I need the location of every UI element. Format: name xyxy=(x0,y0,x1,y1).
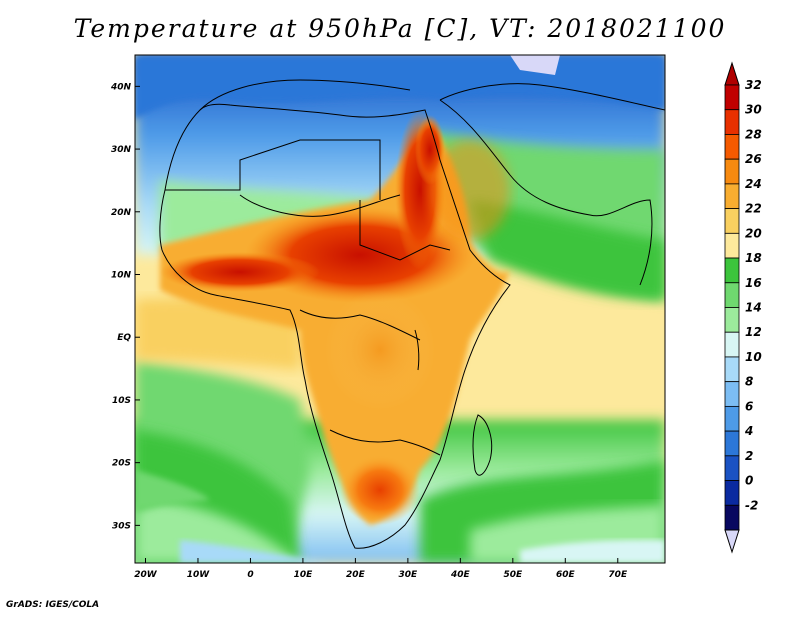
colorbar-label: 22 xyxy=(745,202,762,216)
coastlines xyxy=(159,79,665,549)
colorbar-swatch xyxy=(724,356,740,383)
colorbar-label: 6 xyxy=(745,399,753,413)
colorbar-swatch xyxy=(724,232,740,259)
plot-frame xyxy=(134,54,666,564)
colorbar-swatch xyxy=(724,331,740,358)
colorbar-label: 18 xyxy=(745,251,762,265)
colorbar-label: -2 xyxy=(745,498,758,512)
lon-tick-label: 10E xyxy=(294,570,314,580)
colorbar-swatch xyxy=(724,257,740,284)
lon-tick-label: 30E xyxy=(399,570,419,580)
colorbar-swatch xyxy=(724,183,740,210)
colorbar-label: 32 xyxy=(745,78,762,92)
colorbar-swatch xyxy=(724,109,740,135)
lat-tick-label: 10S xyxy=(112,396,131,406)
colorbar-label: 0 xyxy=(745,474,753,488)
colorbar-swatch xyxy=(724,208,740,234)
lon-tick-label: 20W xyxy=(134,570,158,580)
map-title: Temperature at 950hPa [C], VT: 201802110… xyxy=(73,14,727,43)
colorbar-top-arrow xyxy=(724,61,740,86)
colorbar-swatch xyxy=(724,84,740,111)
longitude-axis: 20W 10W 0 10E 20E 30E 40E 50E 60E 70E xyxy=(134,558,628,580)
colorbar-swatch xyxy=(724,282,740,308)
temperature-field xyxy=(135,55,665,563)
colorbar-bottom-arrow xyxy=(724,529,740,554)
colorbar-label: 20 xyxy=(745,226,762,240)
lat-tick-label: 30S xyxy=(112,521,131,531)
lon-tick-label: 50E xyxy=(503,570,523,580)
colorbar-swatch xyxy=(724,504,740,531)
colorbar-label: 12 xyxy=(745,325,762,339)
colorbar-swatch xyxy=(724,430,740,457)
lon-tick-label: 60E xyxy=(556,570,576,580)
colorbar-swatch xyxy=(724,158,740,185)
colorbar-label: 16 xyxy=(745,276,762,290)
lat-tick-label: 30N xyxy=(111,145,132,155)
lon-tick-label: 20E xyxy=(346,570,366,580)
colorbar-swatch xyxy=(724,455,740,481)
colorbar-label: 28 xyxy=(745,127,762,141)
colorbar-label: 10 xyxy=(745,350,762,364)
colorbar-label: 14 xyxy=(745,301,762,315)
colorbar-label: 2 xyxy=(745,449,753,463)
lat-tick-label: 20N xyxy=(111,208,132,218)
lat-tick-label: EQ xyxy=(117,333,131,343)
lat-tick-label: 20S xyxy=(112,459,131,469)
colorbar-label: 26 xyxy=(745,152,762,166)
colorbar-swatch xyxy=(724,381,740,407)
lat-tick-label: 10N xyxy=(111,271,132,281)
grads-credit: GrADS: IGES/COLA xyxy=(6,600,100,610)
lat-tick-label: 40N xyxy=(110,82,132,92)
colorbar-swatch xyxy=(724,480,740,506)
colorbar-swatch xyxy=(724,307,740,333)
colorbar-label: 24 xyxy=(745,177,762,191)
latitude-axis: 40N 30N 20N 10N EQ 10S 20S 30S xyxy=(110,82,140,531)
colorbar-label: 30 xyxy=(745,103,762,117)
lon-tick-label: 0 xyxy=(247,570,253,580)
lon-tick-label: 40E xyxy=(450,570,471,580)
lon-tick-label: 10W xyxy=(187,570,211,580)
colorbar-swatch xyxy=(724,405,740,432)
colorbar-swatch xyxy=(724,134,740,160)
lon-tick-label: 70E xyxy=(608,570,628,580)
colorbar-label: 8 xyxy=(745,375,753,389)
colorbar-label: 4 xyxy=(744,424,753,438)
